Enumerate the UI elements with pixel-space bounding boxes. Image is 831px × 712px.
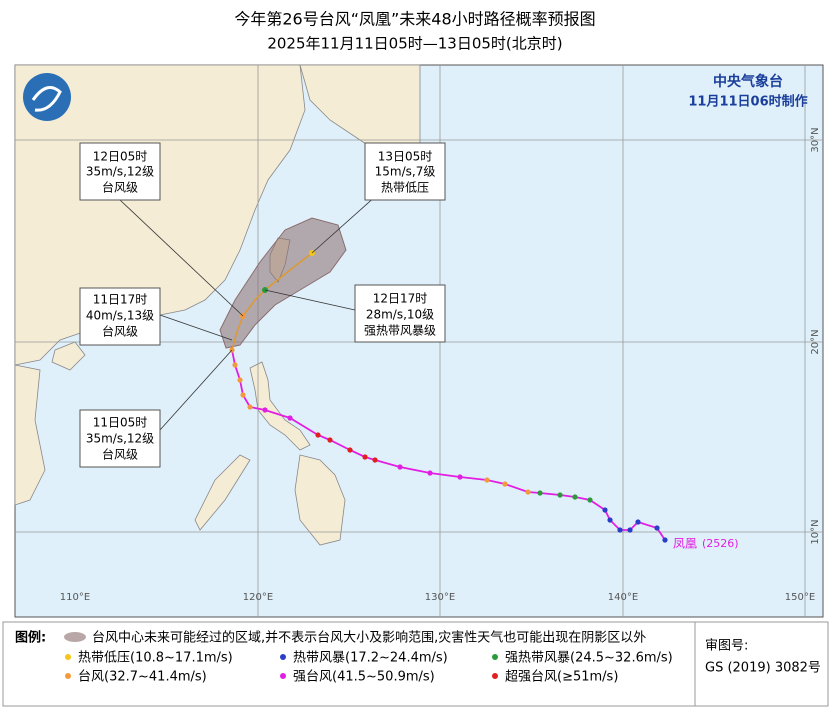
callout-time: 13日05时	[378, 150, 433, 164]
track-point	[247, 404, 253, 410]
leader	[119, 199, 244, 317]
lat-label: 30°N	[810, 127, 821, 152]
track-point	[502, 481, 508, 487]
callout-wind: 28m/s,10级	[366, 308, 434, 322]
subtitle: 2025年11月11日05时—13日05时(北京时)	[267, 35, 562, 53]
legend-cone: 台风中心未来可能经过的区域,并不表示台风大小及影响范围,灾害性天气也可能出现在阴…	[92, 630, 646, 646]
lat-label: 20°N	[810, 329, 821, 354]
track-point	[557, 492, 563, 498]
legend-swatch	[280, 654, 286, 660]
callout-box	[364, 142, 446, 201]
track-point	[287, 415, 293, 421]
callout-box	[79, 409, 161, 468]
legend: 图例: 台风中心未来可能经过的区域,并不表示台风大小及影响范围,灾害性天气也可能…	[2, 621, 829, 707]
track-point	[607, 517, 613, 523]
track-point	[537, 490, 543, 496]
legend-cone-swatch	[64, 632, 86, 642]
lon-label: 110°E	[60, 592, 90, 603]
track-point	[362, 454, 368, 460]
callout-grade: 热带低压	[381, 181, 429, 195]
track-point	[372, 457, 378, 463]
approval-number: GS (2019) 3082号	[705, 661, 821, 676]
track-point	[262, 407, 268, 413]
track-point	[484, 477, 490, 483]
lat-label: 10°N	[810, 519, 821, 544]
track-point	[627, 527, 633, 533]
callout-time: 11日05时	[93, 416, 148, 430]
callout-box	[79, 142, 161, 201]
track-point	[240, 392, 246, 398]
forecast-track	[231, 252, 313, 351]
approval-label: 审图号:	[705, 639, 748, 654]
agency: 中央气象台	[713, 73, 783, 90]
track-point	[602, 507, 608, 513]
track-point	[232, 362, 238, 368]
track-point	[315, 432, 321, 438]
legend-swatch	[65, 673, 71, 679]
legend-item: 强台风(41.5~50.9m/s)	[293, 670, 435, 685]
legend-swatch	[492, 673, 498, 679]
legend-item: 热带风暴(17.2~24.4m/s)	[293, 651, 448, 666]
callout-wind: 15m/s,7级	[375, 165, 436, 179]
lon-label: 130°E	[425, 592, 455, 603]
track-point	[397, 464, 403, 470]
track-point	[525, 489, 531, 495]
hainan	[51, 341, 86, 371]
leader	[264, 289, 356, 311]
leader	[159, 314, 233, 341]
legend-item: 台风(32.7~41.4m/s)	[78, 670, 207, 685]
callout-time: 12日05时	[93, 150, 148, 164]
track-point	[654, 525, 660, 531]
legend-item: 强热带风暴(24.5~32.6m/s)	[505, 651, 673, 666]
lon-label: 150°E	[785, 592, 815, 603]
logo-swirl	[31, 86, 62, 112]
track-point	[617, 527, 623, 533]
callout-grade: 台风级	[102, 324, 138, 339]
callout-box	[79, 287, 161, 346]
storm-id: (2526)	[702, 537, 739, 550]
legend-swatch	[492, 654, 498, 660]
leader	[159, 349, 233, 431]
callout-grade: 台风级	[102, 447, 138, 462]
title: 今年第26号台风“凤凰”未来48小时路径概率预报图	[234, 10, 595, 29]
legend-box	[2, 621, 829, 707]
callout-wind: 40m/s,13级	[86, 309, 154, 323]
track-point	[427, 470, 433, 476]
track-point	[347, 447, 353, 453]
storm-name: 凤凰	[673, 537, 697, 551]
track-point	[237, 377, 243, 383]
visayas-mindanao	[294, 454, 346, 546]
legend-item: 热带低压(10.8~17.1m/s)	[78, 651, 233, 666]
issue-time: 11月11日06时制作	[688, 94, 807, 110]
track-point	[587, 497, 593, 503]
track-point	[457, 474, 463, 480]
callout-box	[354, 284, 446, 343]
legend-title: 图例:	[15, 630, 46, 646]
legend-item: 超强台风(≥51m/s)	[505, 670, 618, 685]
callout-wind: 35m/s,12级	[86, 432, 154, 446]
track-point	[327, 437, 333, 443]
track-point	[635, 519, 641, 525]
indochina	[14, 364, 46, 506]
legend-swatch	[280, 673, 286, 679]
callout-grade: 强热带风暴级	[364, 324, 436, 338]
callout-wind: 35m/s,12级	[86, 165, 154, 179]
track-point	[572, 494, 578, 500]
legend-swatch	[65, 654, 71, 660]
lon-label: 120°E	[243, 592, 273, 603]
callout-time: 12日17时	[373, 292, 428, 306]
track-point	[662, 537, 668, 543]
callout-grade: 台风级	[102, 180, 138, 195]
logo	[23, 73, 71, 121]
palawan	[194, 454, 251, 531]
callout-time: 11日17时	[93, 293, 148, 307]
map: 中央气象台 11月11日06时制作 110°E 120°E 130°E 140°…	[14, 64, 824, 618]
lon-label: 140°E	[608, 592, 638, 603]
